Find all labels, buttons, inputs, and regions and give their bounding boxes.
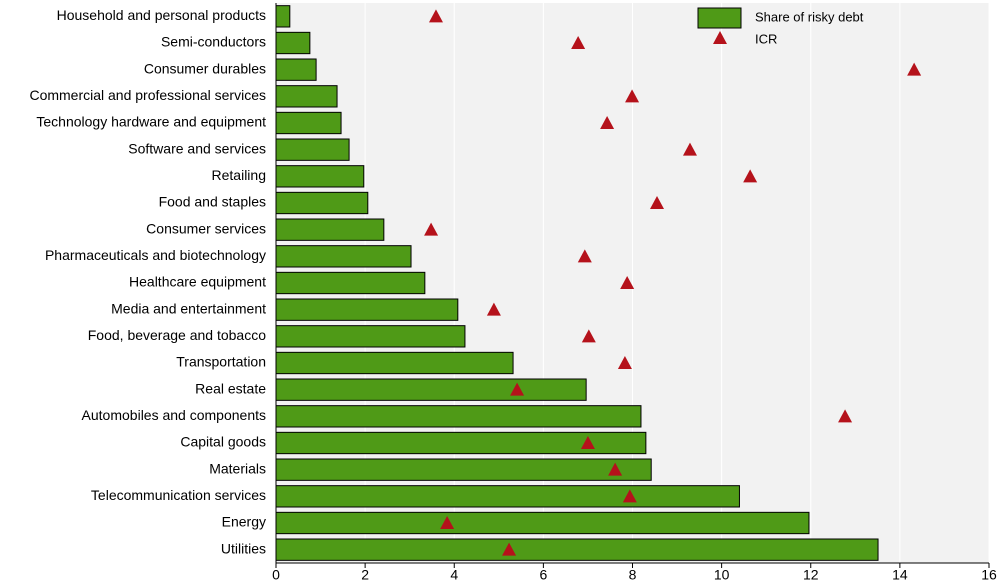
y-tick-label: Pharmaceuticals and biotechnology bbox=[45, 247, 266, 263]
y-tick-label: Consumer services bbox=[146, 220, 266, 236]
y-tick-label: Software and services bbox=[128, 140, 266, 156]
x-tick-label: 4 bbox=[450, 567, 458, 583]
y-tick-label: Transportation bbox=[176, 354, 266, 370]
y-tick-label: Household and personal products bbox=[57, 7, 266, 23]
marker bbox=[625, 89, 640, 103]
marker bbox=[510, 382, 525, 396]
bar bbox=[275, 111, 342, 135]
y-tick-label: Capital goods bbox=[180, 434, 266, 450]
y-tick-label: Materials bbox=[209, 460, 266, 476]
bar bbox=[275, 405, 642, 428]
marker bbox=[581, 329, 596, 343]
marker bbox=[440, 516, 455, 529]
marker bbox=[838, 409, 853, 423]
marker bbox=[622, 489, 637, 503]
bar bbox=[275, 31, 311, 55]
marker bbox=[608, 462, 623, 476]
bar bbox=[275, 191, 369, 215]
y-tick-label: Food, beverage and tobacco bbox=[88, 327, 266, 343]
bar bbox=[275, 218, 385, 241]
bar bbox=[275, 298, 459, 321]
x-tick-label: 16 bbox=[981, 567, 997, 583]
marker bbox=[424, 222, 439, 236]
bar bbox=[275, 378, 587, 401]
legend-marker bbox=[713, 31, 727, 44]
bar bbox=[275, 511, 810, 535]
bar bbox=[275, 325, 466, 348]
x-tick-label: 0 bbox=[272, 567, 280, 583]
y-tick-label: Retailing bbox=[212, 167, 266, 183]
x-tick-label: 14 bbox=[892, 567, 908, 583]
marker bbox=[580, 436, 595, 449]
marker bbox=[682, 142, 697, 156]
legend-label: ICR bbox=[755, 31, 777, 46]
bar bbox=[275, 271, 426, 295]
x-tick-label: 12 bbox=[803, 567, 819, 583]
bar bbox=[275, 85, 338, 108]
x-tick-label: 8 bbox=[629, 567, 637, 583]
bar bbox=[275, 538, 879, 561]
bar bbox=[275, 351, 514, 375]
marker bbox=[617, 356, 632, 369]
marker bbox=[577, 249, 592, 263]
y-tick-label: Semi-conductors bbox=[161, 34, 266, 50]
marker bbox=[743, 169, 758, 183]
marker bbox=[428, 9, 443, 23]
y-tick-label: Commercial and professional services bbox=[29, 87, 266, 103]
y-tick-label: Automobiles and components bbox=[82, 407, 266, 423]
bar bbox=[275, 58, 317, 81]
y-tick-label: Healthcare equipment bbox=[129, 274, 266, 290]
bar bbox=[275, 165, 365, 188]
x-tick-label: 10 bbox=[714, 567, 730, 583]
marker bbox=[600, 116, 615, 129]
legend-label: Share of risky debt bbox=[755, 9, 864, 24]
bar bbox=[275, 5, 291, 28]
y-tick-label: Food and staples bbox=[159, 194, 266, 210]
marker bbox=[502, 542, 517, 556]
y-tick-label: Consumer durables bbox=[144, 60, 266, 76]
bar bbox=[275, 138, 350, 161]
bar bbox=[275, 485, 740, 508]
marker bbox=[486, 302, 501, 316]
y-tick-label: Energy bbox=[222, 514, 266, 530]
marker bbox=[650, 196, 665, 209]
y-tick-label: Telecommunication services bbox=[91, 487, 266, 503]
x-tick-label: 6 bbox=[539, 567, 547, 583]
y-tick-label: Technology hardware and equipment bbox=[36, 114, 266, 130]
y-tick-label: Media and entertainment bbox=[111, 300, 266, 316]
marker bbox=[571, 36, 586, 49]
y-tick-label: Real estate bbox=[195, 380, 266, 396]
bar bbox=[275, 431, 647, 455]
x-tick-label: 2 bbox=[361, 567, 369, 583]
bar bbox=[275, 245, 412, 268]
bar bbox=[275, 458, 652, 481]
marker bbox=[620, 276, 635, 289]
y-tick-label: Utilities bbox=[221, 540, 266, 556]
legend-swatch bbox=[697, 7, 742, 29]
marker bbox=[907, 62, 922, 76]
